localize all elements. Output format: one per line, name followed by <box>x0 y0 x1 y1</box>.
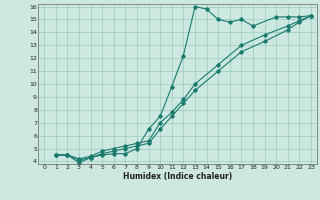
X-axis label: Humidex (Indice chaleur): Humidex (Indice chaleur) <box>123 172 232 181</box>
